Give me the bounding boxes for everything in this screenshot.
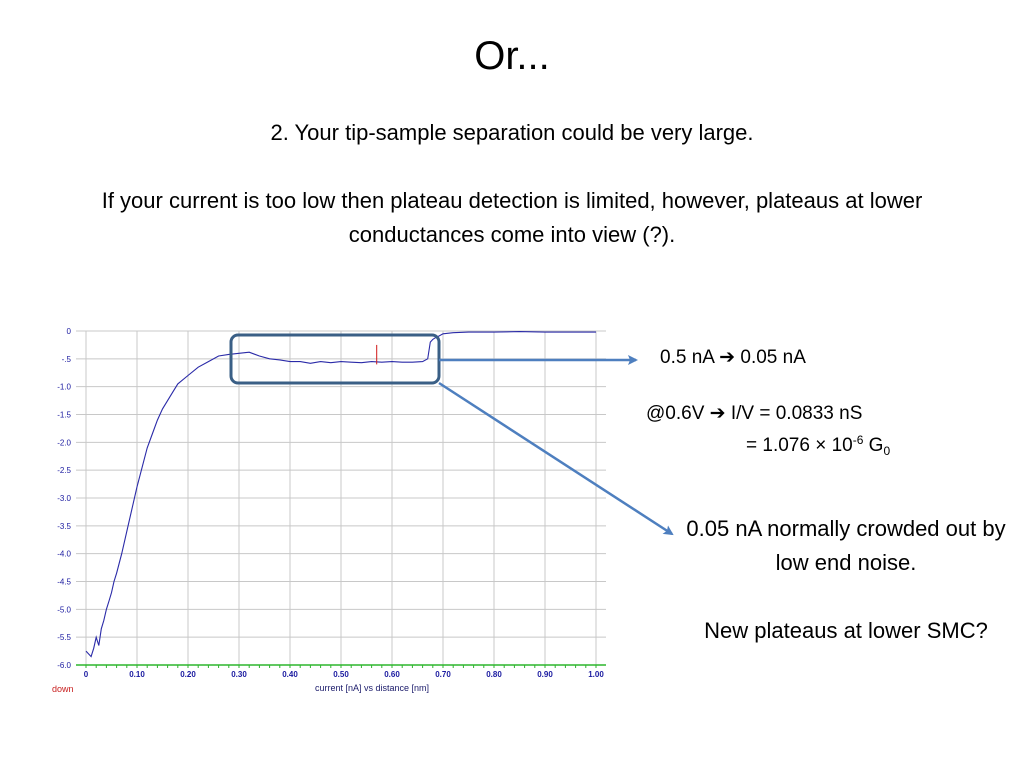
y-tick-label-6: -3.0 (57, 494, 71, 503)
quantum-unit: G (868, 435, 884, 456)
y-tick-label-4: -2.0 (57, 438, 71, 447)
x-tick-label-8: 0.80 (486, 670, 502, 679)
y-tick-labels: 0 -.5 -1.0 -1.5 -2.0 -2.5 -3.0 -3.5 -4.0 -4.5 -5.0… (57, 327, 71, 670)
arrow-to-note (438, 381, 674, 536)
current-to: 0.05 nA (740, 347, 806, 368)
point-text: 2. Your tip-sample separation could be v… (270, 120, 754, 145)
x-tick-label-1: 0.10 (129, 670, 145, 679)
x-tick-label-9: 0.90 (537, 670, 553, 679)
y-tick-label-12: -6.0 (57, 661, 71, 670)
x-tick-label-5: 0.50 (333, 670, 349, 679)
equals-prefix: = 1.076 × 10 (746, 435, 853, 456)
y-tick-label-2: -1.0 (57, 383, 71, 392)
current-change-annotation: 0.5 nA ➔ 0.05 nA (660, 346, 806, 370)
y-tick-label-8: -4.0 (57, 550, 71, 559)
x-tick-label-4: 0.40 (282, 670, 298, 679)
conductance-value: I/V = 0.0833 nS (730, 403, 863, 424)
x-tick-labels: 0 0.10 0.20 0.30 0.40 0.50 0.60 0.70 0.80 0.90 1.0… (84, 670, 605, 679)
voltage-value: @0.6V (646, 403, 705, 424)
slide-title: Or... (474, 34, 550, 78)
y-tick-label-10: -5.0 (57, 605, 71, 614)
y-tick-label-7: -3.5 (57, 522, 71, 531)
right-arrow-icon: ➔ (709, 403, 726, 424)
x-tick-label-2: 0.20 (180, 670, 196, 679)
x-axis-label: current [nA] vs distance [nm] (315, 683, 429, 693)
right-arrow-icon: ➔ (719, 347, 736, 368)
y-tick-label-1: -.5 (62, 355, 72, 364)
explanation-text: If your current is too low then plateau … (101, 188, 923, 247)
note-noise-text: 0.05 nA normally crowded out by low end … (686, 516, 1006, 575)
current-from: 0.5 nA (660, 347, 714, 368)
chart-grid (76, 330, 606, 666)
note-plateau-text: New plateaus at lower SMC? (704, 618, 988, 643)
y-tick-label-5: -2.5 (57, 466, 71, 475)
x-baseline (76, 664, 606, 668)
status-label: down (52, 684, 74, 694)
y-tick-label-9: -4.5 (57, 578, 71, 587)
x-tick-label-10: 1.00 (588, 670, 604, 679)
noise-note: 0.05 nA normally crowded out by low end … (684, 512, 1008, 648)
intro-text: 2. Your tip-sample separation could be v… (90, 116, 934, 252)
current-distance-chart: 0 -.5 -1.0 -1.5 -2.0 -2.5 -3.0 -3.5 -4.0 -4.5 -5.0… (52, 327, 674, 694)
current-trace (85, 331, 596, 658)
y-tick-label-0: 0 (67, 327, 72, 336)
x-tick-label-3: 0.30 (231, 670, 247, 679)
conductance-quantum-annotation: = 1.076 × 10-6 G0 (746, 434, 890, 458)
y-tick-label-11: -5.5 (57, 633, 71, 642)
x-tick-label-7: 0.70 (435, 670, 451, 679)
x-tick-label-6: 0.60 (384, 670, 400, 679)
y-tick-label-3: -1.5 (57, 411, 71, 420)
exponent: -6 (852, 433, 864, 447)
quantum-subscript: 0 (883, 444, 891, 458)
conductance-annotation: @0.6V ➔ I/V = 0.0833 nS (646, 402, 862, 426)
x-tick-label-0: 0 (84, 670, 89, 679)
